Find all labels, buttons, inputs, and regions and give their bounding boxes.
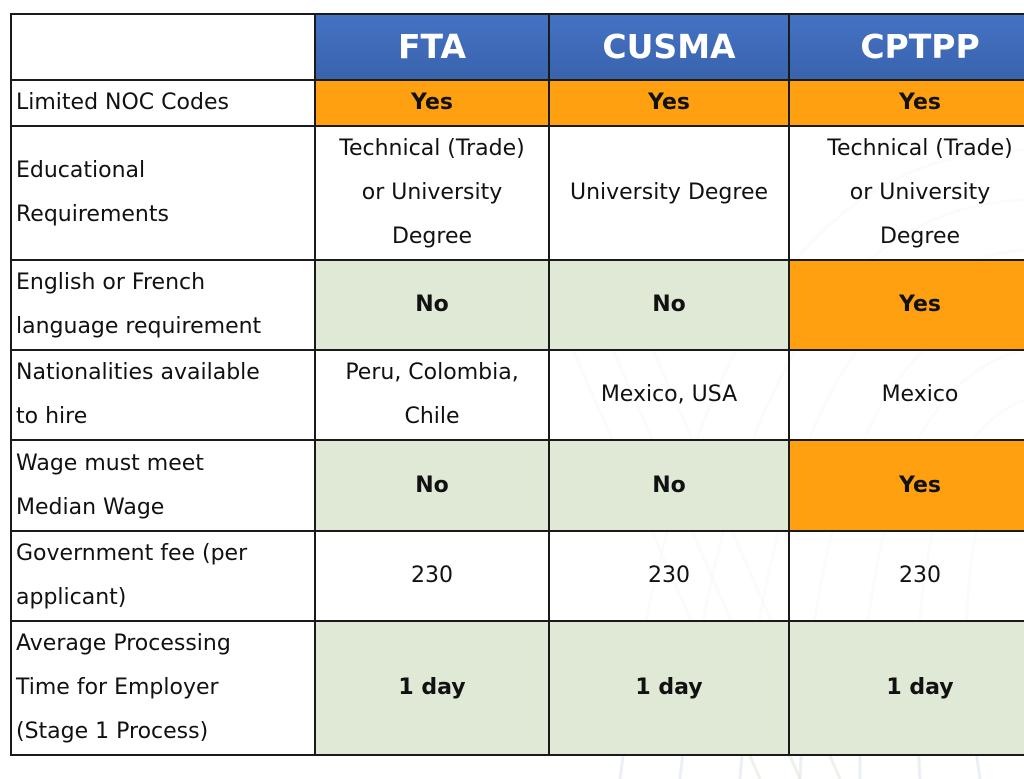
row-label-educational-requirements: Educational Requirements (10, 125, 316, 261)
row-label-median-wage: Wage must meet Median Wage (10, 439, 316, 532)
header-corner-cell (10, 13, 316, 81)
cell-cusma-median-wage: No (548, 439, 790, 532)
cell-fta-limited-noc: Yes (314, 79, 550, 127)
cell-cusma-processing-time: 1 day (548, 620, 790, 756)
cell-cusma-government-fee: 230 (548, 530, 790, 622)
table-row-government-fee: Government fee (per applicant) 230 230 2… (10, 530, 1024, 622)
cell-cptpp-nationalities: Mexico (788, 349, 1024, 441)
table-row-language-requirement: English or French language requirement N… (10, 259, 1024, 351)
row-label-language-requirement: English or French language requirement (10, 259, 316, 351)
table-row-limited-noc-codes: Limited NOC Codes Yes Yes Yes (10, 79, 1024, 127)
cell-fta-nationalities: Peru, Colombia, Chile (314, 349, 550, 441)
header-cusma: CUSMA (548, 13, 790, 81)
cell-fta-education: Technical (Trade) or University Degree (314, 125, 550, 261)
cell-fta-processing-time: 1 day (314, 620, 550, 756)
cell-cusma-language: No (548, 259, 790, 351)
cell-cptpp-median-wage: Yes (788, 439, 1024, 532)
cell-cptpp-limited-noc: Yes (788, 79, 1024, 127)
table-row-processing-time: Average Processing Time for Employer (St… (10, 620, 1024, 756)
row-label-limited-noc-codes: Limited NOC Codes (10, 79, 316, 127)
table-row-median-wage: Wage must meet Median Wage No No Yes (10, 439, 1024, 532)
cell-cusma-nationalities: Mexico, USA (548, 349, 790, 441)
cell-cusma-education: University Degree (548, 125, 790, 261)
cell-cptpp-processing-time: 1 day (788, 620, 1024, 756)
cell-fta-median-wage: No (314, 439, 550, 532)
row-label-nationalities: Nationalities available to hire (10, 349, 316, 441)
cell-cptpp-language: Yes (788, 259, 1024, 351)
cell-cptpp-government-fee: 230 (788, 530, 1024, 622)
cell-fta-government-fee: 230 (314, 530, 550, 622)
cell-cptpp-education: Technical (Trade) or University Degree (788, 125, 1024, 261)
table-row-nationalities: Nationalities available to hire Peru, Co… (10, 349, 1024, 441)
cell-fta-language: No (314, 259, 550, 351)
table-row-educational-requirements: Educational Requirements Technical (Trad… (10, 125, 1024, 261)
row-label-government-fee: Government fee (per applicant) (10, 530, 316, 622)
header-cptpp: CPTPP (788, 13, 1024, 81)
row-label-processing-time: Average Processing Time for Employer (St… (10, 620, 316, 756)
header-fta: FTA (314, 13, 550, 81)
cell-cusma-limited-noc: Yes (548, 79, 790, 127)
table-header-row: FTA CUSMA CPTPP (10, 13, 1024, 81)
comparison-table: FTA CUSMA CPTPP Limited NOC Codes Yes Ye… (10, 13, 1024, 756)
